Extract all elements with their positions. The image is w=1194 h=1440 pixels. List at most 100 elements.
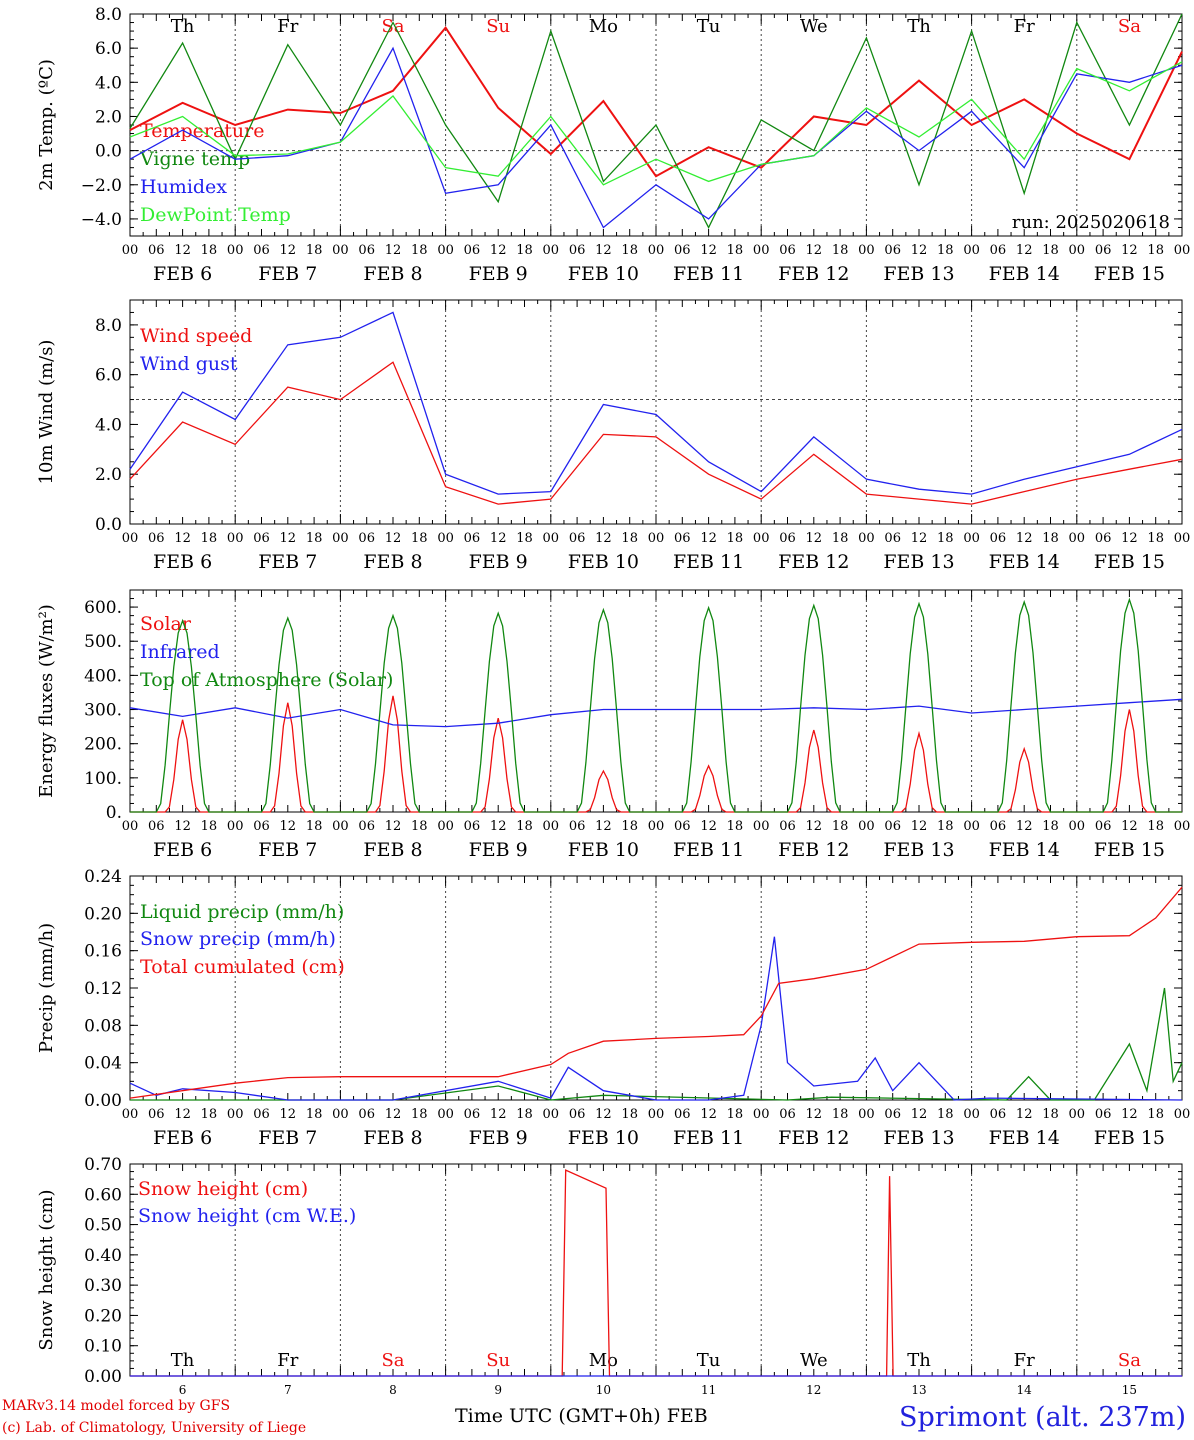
hour-tick-label: 00 [332, 1107, 349, 1122]
hour-tick-label: 18 [1042, 1107, 1059, 1122]
time-axis-title: Time UTC (GMT+0h) FEB [455, 1405, 708, 1427]
y-tick-label: 6.0 [95, 366, 122, 386]
hour-tick-label: 00 [858, 531, 875, 546]
hour-tick-label: 12 [280, 819, 297, 834]
hour-tick-label: 06 [148, 243, 165, 258]
hour-tick-label: 18 [1042, 819, 1059, 834]
weekday-label: We [800, 16, 828, 37]
y-axis-label: Snow height (cm) [36, 1189, 57, 1350]
y-tick-label: 4.0 [95, 73, 122, 93]
hour-tick-label: 06 [884, 819, 901, 834]
weekday-label: Th [171, 1350, 195, 1371]
date-label: FEB 10 [568, 839, 639, 861]
y-tick-label: 0.60 [84, 1185, 122, 1205]
hour-tick-label: 12 [911, 1107, 928, 1122]
date-label: FEB 14 [989, 263, 1060, 285]
date-label: FEB 13 [883, 1127, 954, 1149]
hour-tick-label: 06 [779, 243, 796, 258]
date-label: FEB 8 [363, 263, 422, 285]
hour-tick-label: 00 [1069, 819, 1086, 834]
hour-tick-label: 00 [227, 1107, 244, 1122]
legend-total-cumulated-cm-: Total cumulated (cm) [140, 956, 345, 978]
hour-tick-label: 12 [1016, 243, 1033, 258]
hour-tick-label: 00 [1069, 243, 1086, 258]
hour-tick-label: 06 [884, 1107, 901, 1122]
hour-tick-label: 12 [806, 1107, 823, 1122]
hour-tick-label: 06 [674, 531, 691, 546]
hour-tick-label: 06 [358, 531, 375, 546]
hour-tick-label: 00 [122, 243, 139, 258]
hour-tick-label: 06 [358, 819, 375, 834]
run-label: run: 2025020618 [1012, 212, 1170, 233]
legend-wind-gust: Wind gust [140, 353, 238, 375]
hour-tick-label: 00 [543, 819, 560, 834]
hour-tick-label: 12 [595, 531, 612, 546]
hour-tick-label: 00 [963, 1107, 980, 1122]
hour-tick-label: 00 [227, 819, 244, 834]
hour-tick-label: 00 [858, 1107, 875, 1122]
legend-top-of-atmosphere-solar-: Top of Atmosphere (Solar) [140, 669, 393, 691]
hour-tick-label: 00 [437, 243, 454, 258]
date-label: FEB 15 [1094, 551, 1165, 573]
hour-tick-label: 12 [490, 243, 507, 258]
date-label: FEB 8 [363, 839, 422, 861]
weekday-label: Sa [1118, 1350, 1141, 1371]
hour-tick-label: 12 [490, 819, 507, 834]
hour-tick-label: 00 [122, 1107, 139, 1122]
hour-tick-label: 06 [358, 1107, 375, 1122]
day-number-label: 14 [1017, 1383, 1033, 1397]
hour-tick-label: 12 [595, 243, 612, 258]
weekday-label: Th [907, 16, 931, 37]
legend-liquid-precip-mm-h-: Liquid precip (mm/h) [140, 901, 344, 923]
date-label: FEB 15 [1094, 263, 1165, 285]
weekday-label: Fr [277, 16, 298, 37]
hour-tick-label: 18 [411, 819, 428, 834]
hour-tick-label: 06 [569, 531, 586, 546]
hour-tick-label: 18 [832, 531, 849, 546]
hour-tick-label: 12 [490, 531, 507, 546]
weekday-label: We [800, 1350, 828, 1371]
hour-tick-label: 06 [253, 819, 270, 834]
date-label: FEB 11 [673, 1127, 744, 1149]
date-label: FEB 9 [469, 1127, 528, 1149]
hour-tick-label: 00 [437, 531, 454, 546]
hour-tick-label: 06 [464, 243, 481, 258]
hour-tick-label: 00 [122, 819, 139, 834]
hour-tick-label: 18 [1147, 1107, 1164, 1122]
y-tick-label: 0.24 [84, 867, 122, 887]
hour-tick-label: 12 [1121, 243, 1138, 258]
day-number-label: 15 [1122, 1383, 1137, 1397]
day-number-label: 6 [179, 1383, 187, 1397]
hour-tick-label: 12 [385, 531, 402, 546]
hour-tick-label: 12 [911, 819, 928, 834]
series-line-wind-gust [129, 311, 1183, 495]
date-label: FEB 11 [673, 263, 744, 285]
weekday-label: Mo [589, 1350, 618, 1371]
y-tick-label: 0.0 [95, 142, 122, 162]
hour-tick-label: 00 [753, 819, 770, 834]
hour-tick-label: 12 [1121, 531, 1138, 546]
hour-tick-label: 12 [806, 531, 823, 546]
y-tick-label: 200. [84, 735, 122, 755]
hour-tick-label: 18 [832, 243, 849, 258]
hour-tick-label: 18 [727, 1107, 744, 1122]
hour-tick-label: 12 [174, 243, 191, 258]
legend-infrared: Infrared [140, 641, 220, 663]
y-tick-label: 4.0 [95, 415, 122, 435]
hour-tick-label: 06 [253, 531, 270, 546]
hour-tick-label: 12 [1016, 1107, 1033, 1122]
y-tick-label: 0.10 [84, 1337, 122, 1357]
y-tick-label: 100. [84, 769, 122, 789]
hour-tick-label: 12 [1121, 1107, 1138, 1122]
weekday-label: Th [171, 16, 195, 37]
hour-tick-label: 00 [753, 531, 770, 546]
y-tick-label: 0.00 [84, 1367, 122, 1387]
date-label: FEB 12 [778, 839, 849, 861]
y-tick-label: 0.40 [84, 1246, 122, 1266]
hour-tick-label: 12 [385, 243, 402, 258]
hour-tick-label: 18 [832, 819, 849, 834]
date-label: FEB 15 [1094, 839, 1165, 861]
hour-tick-label: 06 [990, 819, 1007, 834]
weekday-label: Sa [1118, 16, 1141, 37]
y-tick-label: 0. [106, 803, 122, 823]
